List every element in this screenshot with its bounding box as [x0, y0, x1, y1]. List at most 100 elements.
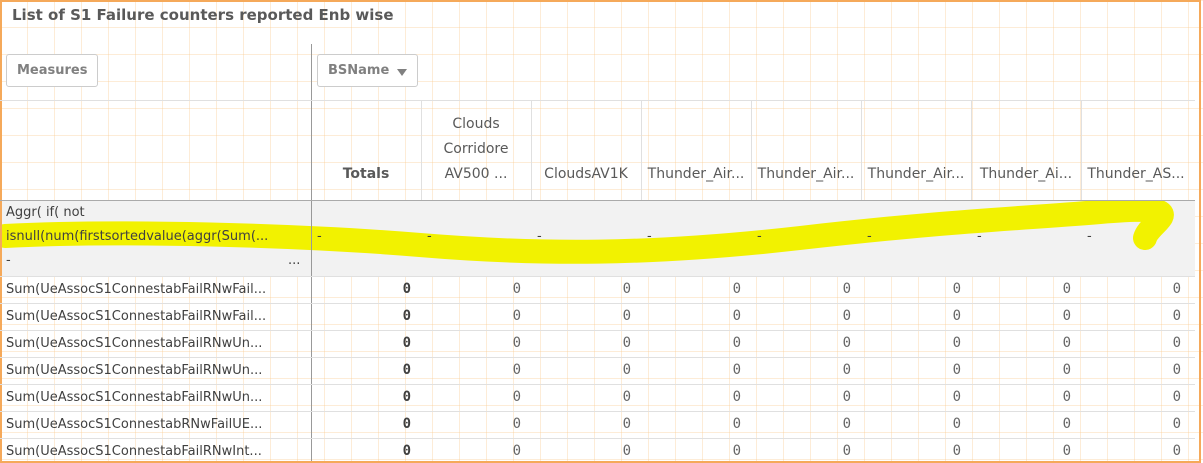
header-line	[0, 200, 1195, 201]
row-line	[0, 357, 1195, 358]
expression-cell: -	[1087, 229, 1092, 244]
cell: 0	[952, 281, 961, 297]
expression-cell: -	[317, 229, 322, 244]
cell: 0	[622, 281, 631, 297]
cell: 0	[402, 389, 411, 405]
cell: 0	[512, 362, 521, 378]
expression-label: -	[6, 253, 11, 268]
cell: 0	[1172, 389, 1181, 405]
cell: 0	[512, 416, 521, 432]
column-divider	[1081, 100, 1082, 200]
cell: 0	[402, 416, 411, 432]
row-line	[0, 303, 1195, 304]
cell: 0	[952, 443, 961, 459]
cell: 0	[1172, 308, 1181, 324]
cell: 0	[1062, 281, 1071, 297]
cell: 0	[622, 362, 631, 378]
column-divider	[861, 100, 862, 200]
cell: 0	[512, 281, 521, 297]
expression-more: ...	[288, 253, 301, 268]
column-header: Clouds	[452, 116, 500, 132]
row-label: Sum(UeAssocS1ConnestabRNwFailUE...	[6, 417, 263, 432]
dimension-label: BSName	[328, 63, 390, 78]
expression-label: Aggr( if( not	[6, 205, 85, 220]
cell: 0	[512, 389, 521, 405]
cell: 0	[952, 416, 961, 432]
cell: 0	[1172, 443, 1181, 459]
row-label: Sum(UeAssocS1ConnestabFailRNwUn...	[6, 390, 263, 405]
cell: 0	[622, 389, 631, 405]
row-label: Sum(UeAssocS1ConnestabFailRNwFail...	[6, 309, 267, 324]
cell: 0	[842, 362, 851, 378]
cell: 0	[1062, 389, 1071, 405]
row-label: Sum(UeAssocS1ConnestabFailRNwUn...	[6, 336, 263, 351]
expression-cell: -	[427, 229, 432, 244]
cell: 0	[512, 443, 521, 459]
expression-cell: -	[867, 229, 872, 244]
column-header: Thunder_AS...	[1087, 166, 1185, 182]
cell: 0	[952, 389, 961, 405]
cell: 0	[732, 281, 741, 297]
column-divider	[531, 100, 532, 200]
cell: 0	[952, 335, 961, 351]
cell: 0	[402, 281, 411, 297]
dimension-button[interactable]: BSName	[317, 54, 419, 87]
cell: 0	[512, 308, 521, 324]
cell: 0	[622, 335, 631, 351]
cell: 0	[1062, 443, 1071, 459]
cell: 0	[512, 335, 521, 351]
cell: 0	[732, 308, 741, 324]
cell: 0	[732, 389, 741, 405]
cell: 0	[842, 389, 851, 405]
cell: 0	[622, 308, 631, 324]
column-header: Totals	[342, 166, 390, 182]
cell: 0	[842, 443, 851, 459]
header-line	[0, 100, 1195, 101]
measures-button[interactable]: Measures	[6, 54, 99, 87]
row-label: Sum(UeAssocS1ConnestabFailRNwFail...	[6, 282, 267, 297]
cell: 0	[622, 416, 631, 432]
expression-cell: -	[537, 229, 542, 244]
cell: 0	[952, 362, 961, 378]
cell: 0	[402, 443, 411, 459]
cell: 0	[732, 362, 741, 378]
column-divider	[641, 100, 642, 200]
column-divider	[751, 100, 752, 200]
cell: 0	[402, 308, 411, 324]
row-line	[0, 438, 1195, 439]
column-header: Thunder_Ai...	[979, 166, 1073, 182]
cell: 0	[1062, 416, 1071, 432]
column-header: Thunder_Air...	[757, 166, 855, 182]
cell: 0	[732, 335, 741, 351]
cell: 0	[402, 335, 411, 351]
expression-cell: -	[757, 229, 762, 244]
row-line	[0, 384, 1195, 385]
cell: 0	[1062, 308, 1071, 324]
cell: 0	[1062, 335, 1071, 351]
column-header: AV500 ...	[444, 166, 508, 182]
cell: 0	[402, 362, 411, 378]
column-header: Corridore	[443, 141, 509, 157]
expression-cell: -	[647, 229, 652, 244]
column-header: CloudsAV1K	[544, 166, 628, 182]
title: List of S1 Failure counters reported Enb…	[12, 6, 394, 24]
cell: 0	[1172, 281, 1181, 297]
highlight-scribble	[0, 200, 1174, 264]
divider	[311, 44, 312, 463]
column-divider	[421, 100, 422, 200]
row-label: Sum(UeAssocS1ConnestabFailRNwInt...	[6, 444, 262, 459]
cell: 0	[732, 416, 741, 432]
cell: 0	[842, 416, 851, 432]
row-label: Sum(UeAssocS1ConnestabFailRNwUn...	[6, 363, 263, 378]
cell: 0	[842, 335, 851, 351]
cell: 0	[842, 281, 851, 297]
row-line	[0, 276, 1195, 277]
column-header: Thunder_Air...	[867, 166, 965, 182]
row-line	[0, 411, 1195, 412]
dropdown-arrow	[397, 69, 408, 76]
cell: 0	[1062, 362, 1071, 378]
expression-label: isnull(num(firstsortedvalue(aggr(Sum(...	[6, 229, 269, 244]
row-line	[0, 330, 1195, 331]
cell: 0	[622, 443, 631, 459]
